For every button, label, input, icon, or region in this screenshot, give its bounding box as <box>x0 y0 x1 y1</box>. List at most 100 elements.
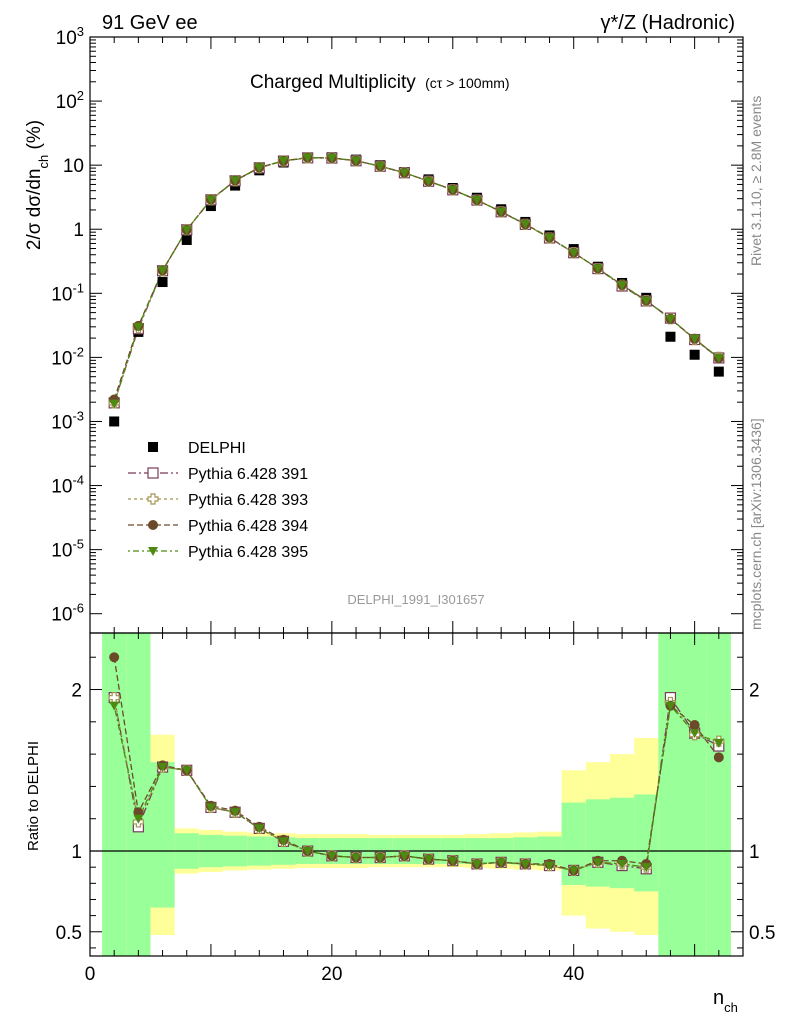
mc-point <box>109 399 120 409</box>
mc-point <box>375 162 386 172</box>
y-tick-label: 10-6 <box>51 601 84 626</box>
legend-label: Pythia 6.428 394 <box>188 518 308 535</box>
ratio-y-axis-label: Ratio to DELPHI <box>25 741 42 851</box>
x-axis-label: nch <box>713 987 738 1015</box>
ratio-point <box>302 847 313 857</box>
mc-point <box>133 322 144 332</box>
x-tick-label: 20 <box>321 964 342 985</box>
ratio-point <box>713 738 724 748</box>
inner-band-bin <box>706 633 731 956</box>
mc-point <box>496 207 507 217</box>
ratio-point <box>326 851 337 861</box>
ratio-point <box>109 652 120 663</box>
ratio-point <box>423 855 434 865</box>
legend-label: Pythia 6.428 395 <box>188 544 308 561</box>
mc-point <box>351 156 362 166</box>
delphi-data-point <box>181 234 192 245</box>
main-y-axis-label: 2/σ dσ/dnch (%) <box>24 120 51 250</box>
mc-point <box>423 177 434 187</box>
main-series-line <box>113 157 720 404</box>
ratio-point <box>181 766 192 776</box>
mc-point <box>205 195 216 205</box>
y-tick-label: 10-2 <box>51 344 84 369</box>
mc-point <box>641 296 652 306</box>
delphi-data-point <box>665 331 676 342</box>
y-tick-label: 10-4 <box>51 473 84 498</box>
y-tick-label: 10-5 <box>51 537 84 562</box>
legend: DELPHI Pythia 6.428 391 Pythia 6.428 393 Py… <box>128 440 308 561</box>
ratio-point <box>689 729 700 739</box>
legend-marker <box>147 493 159 505</box>
mc-point <box>520 220 531 230</box>
mc-point <box>278 156 289 166</box>
delphi-data-point <box>157 277 168 288</box>
y-tick-label: 1 <box>73 220 84 241</box>
ratio-point <box>520 859 531 869</box>
mc-point <box>544 233 555 243</box>
legend-marker <box>148 442 158 452</box>
delphi-data-point <box>205 201 216 212</box>
x-tick-label: 0 <box>85 964 96 985</box>
mc-point <box>471 195 482 205</box>
legend-label: Pythia 6.428 393 <box>188 492 308 509</box>
delphi-data-point <box>713 366 724 377</box>
mc-point <box>617 281 628 291</box>
mc-point <box>447 185 458 195</box>
y-tick-label: 10 <box>63 156 84 177</box>
inner-band-bin <box>150 762 175 908</box>
legend-marker <box>147 467 159 479</box>
mc-point <box>326 153 337 163</box>
ratio-point <box>568 866 579 876</box>
inner-band-bin <box>658 633 683 956</box>
ratio-y-tick-label-right: 0.5 <box>749 923 775 944</box>
legend-marker <box>148 547 158 556</box>
ratio-y-tick-label-right: 2 <box>749 681 760 702</box>
main-series-line <box>113 157 720 404</box>
ratio-point <box>109 701 120 711</box>
mc-point <box>157 266 168 276</box>
rivet-version-label: Rivet 3.1.10, ≥ 2.8M events <box>748 95 764 266</box>
analysis-id: DELPHI_1991_I301657 <box>347 592 484 607</box>
inner-band-bin <box>585 799 610 887</box>
ratio-point <box>375 853 386 863</box>
header-right: γ*/Z (Hadronic) <box>601 12 735 34</box>
mc-point <box>665 314 676 324</box>
y-tick-label: 103 <box>56 24 84 49</box>
plot-frames <box>89 36 744 957</box>
mc-point <box>254 163 265 173</box>
x-tick-label: 40 <box>563 964 584 985</box>
y-tick-label: 10-3 <box>51 408 84 433</box>
delphi-data-point <box>689 349 700 360</box>
ratio-uncertainty-bands <box>102 633 731 956</box>
inner-band-bin <box>609 797 635 889</box>
mc-point <box>399 168 410 178</box>
mc-point <box>181 225 192 235</box>
ratio-point <box>447 856 458 866</box>
inner-band-bin <box>102 633 127 956</box>
ratio-point <box>689 720 700 731</box>
ratio-y-tick-label: 2 <box>71 681 82 702</box>
chart-title-main: Charged Multiplicity <box>250 72 416 93</box>
header-left: 91 GeV ee <box>102 12 198 34</box>
ratio-series-group <box>108 652 725 877</box>
y-tick-label: 10-1 <box>51 280 84 305</box>
text-labels: 91 GeV ee γ*/Z (Hadronic) Charged Multip… <box>24 12 738 1015</box>
ratio-point <box>133 814 144 824</box>
mc-point <box>713 353 724 363</box>
main-series-group <box>108 152 725 427</box>
ratio-point <box>641 863 652 873</box>
ratio-y-tick-label-right: 1 <box>749 842 760 863</box>
ratio-point <box>254 824 265 834</box>
ratio-point <box>617 859 628 869</box>
ratio-point <box>713 752 724 763</box>
ratio-point <box>592 858 603 868</box>
legend-label: DELPHI <box>188 440 246 457</box>
ratio-y-tick-label: 1 <box>71 842 82 863</box>
ratio-point <box>278 837 289 847</box>
ratio-point <box>230 808 241 818</box>
main-series-line <box>113 156 720 404</box>
mc-point <box>230 176 241 186</box>
ratio-point <box>399 851 410 861</box>
ratio-point <box>205 803 216 813</box>
